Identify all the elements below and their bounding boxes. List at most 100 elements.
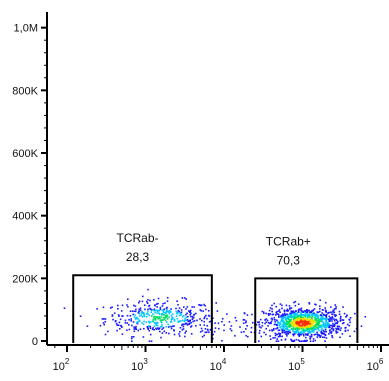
event-dot bbox=[189, 311, 191, 313]
event-dot bbox=[303, 330, 305, 332]
event-dot bbox=[138, 301, 140, 304]
event-dot bbox=[147, 313, 149, 316]
event-dot bbox=[276, 324, 278, 326]
event-dot bbox=[314, 317, 316, 319]
event-dot bbox=[315, 317, 318, 320]
event-dot bbox=[298, 340, 301, 342]
event-dot bbox=[166, 314, 168, 316]
event-dot bbox=[317, 311, 320, 314]
event-dot bbox=[132, 313, 134, 316]
event-dot bbox=[282, 313, 284, 315]
event-dot bbox=[143, 314, 146, 317]
event-dot bbox=[183, 323, 185, 326]
event-dot bbox=[349, 321, 351, 324]
event-dot bbox=[145, 321, 147, 324]
event-dot bbox=[321, 315, 324, 318]
event-dot bbox=[158, 328, 160, 330]
event-dot bbox=[179, 331, 181, 333]
event-dot bbox=[308, 332, 310, 334]
event-dot bbox=[329, 329, 331, 331]
event-dot bbox=[269, 313, 271, 315]
event-dot bbox=[181, 324, 183, 327]
gate-group: TCRab- 28,3 TCRab+ 70,3 bbox=[72, 231, 359, 343]
event-dot bbox=[289, 312, 291, 315]
event-dot bbox=[346, 323, 349, 326]
event-dot bbox=[308, 327, 311, 330]
event-dot bbox=[170, 319, 173, 321]
event-dot bbox=[185, 322, 188, 325]
event-dot bbox=[133, 326, 135, 328]
event-dot bbox=[176, 318, 179, 320]
event-dot bbox=[287, 322, 290, 325]
event-dot bbox=[331, 316, 334, 318]
event-dot bbox=[280, 339, 283, 341]
event-dot bbox=[338, 313, 341, 316]
event-dot bbox=[234, 316, 237, 319]
event-dot bbox=[134, 317, 137, 320]
event-dot bbox=[260, 326, 262, 329]
event-dot bbox=[128, 328, 131, 331]
event-dot bbox=[309, 311, 312, 313]
event-dot bbox=[275, 319, 278, 321]
event-dot bbox=[302, 311, 304, 313]
event-dot bbox=[149, 321, 152, 323]
event-dot bbox=[162, 302, 164, 305]
event-dot bbox=[255, 324, 258, 326]
event-dot bbox=[130, 320, 132, 322]
event-dot bbox=[184, 332, 186, 334]
event-dot bbox=[299, 321, 302, 324]
event-dots bbox=[63, 288, 367, 342]
x-tick-exponent: 3 bbox=[143, 357, 148, 366]
event-dot bbox=[260, 335, 263, 338]
event-dot bbox=[163, 308, 165, 311]
event-dot bbox=[148, 320, 150, 323]
event-dot bbox=[154, 311, 156, 314]
event-dot bbox=[119, 324, 122, 327]
event-dot bbox=[292, 326, 295, 329]
event-dot bbox=[291, 322, 294, 324]
event-dot bbox=[203, 317, 205, 320]
event-dot bbox=[285, 331, 287, 333]
event-dot bbox=[308, 316, 311, 318]
event-dot bbox=[201, 335, 204, 338]
event-dot bbox=[132, 336, 135, 338]
event-dot bbox=[298, 322, 301, 325]
event-dot bbox=[321, 328, 323, 330]
event-dot bbox=[335, 306, 337, 308]
event-dot bbox=[199, 304, 202, 306]
event-dot bbox=[151, 328, 154, 330]
event-dot bbox=[282, 325, 285, 328]
event-dot bbox=[316, 324, 319, 327]
event-dot bbox=[63, 307, 66, 309]
event-dot bbox=[326, 324, 328, 327]
gate-percent: 70,3 bbox=[277, 253, 301, 267]
event-dot bbox=[133, 330, 136, 333]
event-dot bbox=[208, 331, 210, 333]
event-dot bbox=[184, 335, 186, 338]
event-dot bbox=[320, 330, 323, 333]
event-dot bbox=[178, 314, 181, 317]
x-tick-exponent: 2 bbox=[65, 357, 70, 366]
event-dot bbox=[285, 317, 287, 320]
y-tick-label: 0 bbox=[32, 336, 38, 348]
event-dot bbox=[303, 331, 305, 333]
event-dot bbox=[261, 321, 264, 324]
event-dot bbox=[200, 327, 203, 330]
event-dot bbox=[323, 314, 326, 316]
event-dot bbox=[203, 320, 205, 323]
event-dot bbox=[309, 340, 312, 342]
event-dot bbox=[300, 309, 302, 312]
event-dot bbox=[153, 315, 156, 318]
event-dot bbox=[159, 306, 162, 309]
event-dot bbox=[313, 326, 315, 329]
event-dot bbox=[330, 332, 333, 334]
event-dot bbox=[298, 335, 301, 338]
event-dot bbox=[214, 322, 216, 324]
event-dot bbox=[155, 303, 158, 305]
event-dot bbox=[289, 320, 292, 322]
event-dot bbox=[177, 304, 179, 306]
event-dot bbox=[166, 297, 169, 299]
event-dot bbox=[199, 331, 202, 333]
event-dot bbox=[327, 322, 329, 324]
event-dot bbox=[311, 322, 314, 325]
